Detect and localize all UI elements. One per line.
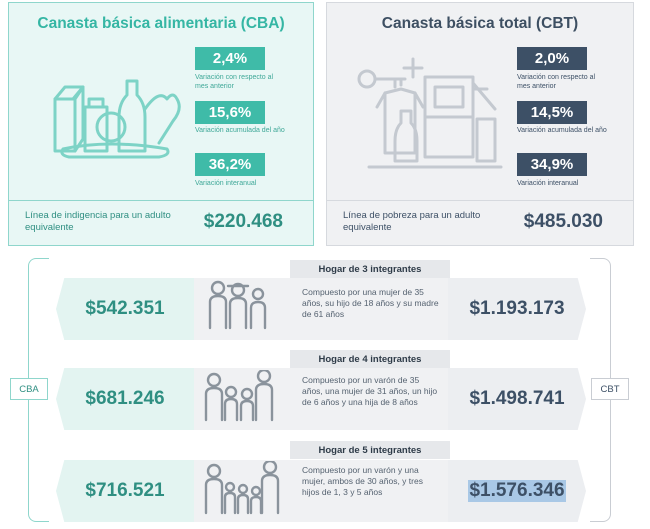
- household-5-cba-value: $716.521: [56, 460, 194, 522]
- household-4-description: Compuesto por un varón de 35 años, una m…: [302, 375, 438, 407]
- cba-panel: Canasta básica alimentaria (CBA) 2,4% Va…: [8, 2, 314, 246]
- household-5-description: Compuesto por un varón y una mujer, ambo…: [302, 465, 423, 497]
- cba-line-row: Línea de indigencia para un adulto equiv…: [9, 200, 313, 245]
- cbt-stat-monthly-label: Variación con respecto al mes anterior: [517, 74, 596, 90]
- cbt-line-label: Línea de pobreza para un adulto equivale…: [343, 210, 481, 233]
- cbt-panel: Canasta básica total (CBT) 2,0% Variació…: [326, 2, 634, 246]
- cba-stat-ytd-value: 15,6%: [195, 101, 265, 124]
- cbt-line-row: Línea de pobreza para un adulto equivale…: [327, 200, 633, 245]
- household-5-cbt-value-text: $1.576.346: [468, 480, 566, 502]
- family-icon: [204, 461, 280, 515]
- cba-side-label: CBA: [10, 378, 48, 400]
- cba-line-label: Línea de indigencia para un adulto equiv…: [25, 210, 171, 233]
- cba-stat-monthly-label: Variación con respecto al mes anterior: [195, 74, 274, 90]
- household-4-cba-value: $681.246: [56, 368, 194, 430]
- cba-stat-yoy-value: 36,2%: [195, 153, 265, 176]
- household-3-cbt-value: $1.193.173: [448, 278, 586, 340]
- household-3-cba-value: $542.351: [56, 278, 194, 340]
- cbt-stat-monthly-value: 2,0%: [517, 47, 587, 70]
- cba-stat-yoy-label: Variación interanual: [195, 180, 257, 187]
- household-5-cbt-value: $1.576.346: [448, 460, 586, 522]
- family-icon: [208, 280, 267, 330]
- family-icon: [204, 370, 274, 422]
- cbt-stat-ytd-value: 14,5%: [517, 101, 587, 124]
- household-3-panel: [194, 278, 448, 340]
- cbt-line-value: $485.030: [523, 211, 603, 232]
- groceries-icon: [53, 79, 181, 159]
- cba-title: Canasta básica alimentaria (CBA): [37, 15, 285, 32]
- household-5-panel: [194, 460, 448, 522]
- cbt-title: Canasta básica total (CBT): [381, 15, 579, 32]
- household-3-title: Hogar de 3 integrantes: [290, 260, 450, 278]
- cba-stat-monthly-value: 2,4%: [195, 47, 265, 70]
- household-5-title: Hogar de 5 integrantes: [290, 441, 450, 459]
- cba-stat-ytd-label: Variación acumulada del año: [195, 127, 285, 134]
- household-goods-icon: [357, 57, 503, 169]
- cbt-side-label: CBT: [591, 378, 629, 400]
- household-3-description: Compuesto por una mujer de 35 años, su h…: [302, 287, 439, 319]
- household-4-cbt-value: $1.498.741: [448, 368, 586, 430]
- cbt-stat-yoy-value: 34,9%: [517, 153, 587, 176]
- cbt-stat-yoy-label: Variación interanual: [517, 180, 579, 187]
- household-4-title: Hogar de 4 integrantes: [290, 350, 450, 368]
- cba-line-value: $220.468: [203, 211, 283, 232]
- cbt-stat-ytd-label: Variación acumulada del año: [517, 127, 607, 134]
